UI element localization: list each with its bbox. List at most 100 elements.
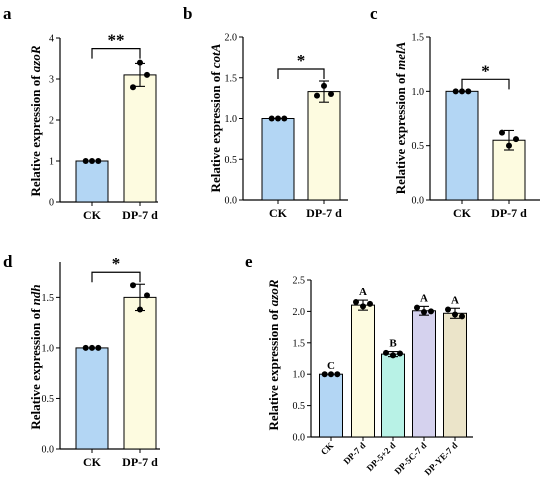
y-tick-label-e: 2.0: [293, 307, 306, 318]
y-tick-label-c: 1.5: [412, 33, 425, 44]
data-point-e: [328, 371, 334, 378]
significance-label-c: *: [481, 61, 490, 80]
data-point-b: [314, 92, 320, 99]
y-tick-label-a: 2: [49, 116, 54, 127]
x-tick-label-b: CK: [269, 206, 288, 220]
y-tick-label-c: 1.0: [412, 87, 425, 98]
significance-bracket-a: [91, 48, 141, 59]
chart-panel-b: 0.0 0.5 1.0 1.5 2.0 CK DP-7 d *: [225, 33, 348, 220]
y-axis-title-a: Relative expression of azoR: [28, 45, 43, 196]
chart-panel-a: 0 1 2 3 4 CK DP-7 d **: [49, 31, 158, 222]
data-point-e: [353, 298, 359, 305]
x-tick-label-e: DP-YE-7 d: [422, 440, 459, 477]
bar-b: [307, 91, 341, 201]
y-tick-label-d: 0.5: [42, 394, 55, 405]
y-tick-label-d: 1.0: [42, 343, 55, 354]
chart-panel-d: 0.0 0.5 1.0 1.5 CK DP-7 d *: [42, 254, 160, 469]
data-point-e: [321, 371, 328, 378]
y-axis-title-e: Relative expression of azoR: [266, 279, 281, 430]
y-tick-label-a: 3: [49, 75, 54, 86]
data-point-c: [459, 88, 465, 95]
group-label-e: A: [359, 286, 367, 298]
y-tick-label-a: 0: [49, 198, 54, 209]
significance-bracket-d: [91, 271, 141, 283]
x-tick-label-e: DP-7 d: [341, 440, 367, 466]
y-tick-label-d: 1.5: [42, 293, 55, 304]
data-point-e: [414, 304, 420, 311]
data-point-e: [421, 309, 427, 316]
x-tick-label-b: DP-7 d: [306, 206, 342, 220]
y-tick-label-b: 1.0: [225, 114, 238, 125]
group-label-e: C: [327, 360, 335, 372]
x-tick-label-c: DP-7 d: [491, 206, 527, 220]
y-tick-label-e: 0.5: [293, 401, 306, 412]
data-point-d: [137, 306, 143, 313]
significance-bracket-c: [461, 78, 510, 90]
data-point-c: [452, 88, 459, 95]
x-tick-label-d: CK: [83, 455, 102, 469]
bar-a: [75, 160, 109, 203]
panel-label-a: a: [3, 4, 12, 23]
data-point-b: [281, 115, 288, 122]
y-tick-label-d: 0.0: [42, 445, 55, 456]
group-label-e: B: [389, 338, 397, 350]
bar-d: [123, 296, 157, 450]
panel-label-d: d: [3, 252, 13, 271]
y-tick-label-e: 1.0: [293, 370, 306, 381]
data-point-e: [428, 308, 434, 315]
data-point-e: [367, 300, 373, 307]
panel-label-b: b: [183, 4, 192, 23]
data-point-e: [459, 313, 465, 320]
y-tick-label-c: 0.5: [412, 141, 425, 152]
data-point-d: [95, 344, 102, 351]
y-tick-label-e: 2.5: [293, 276, 306, 287]
y-tick-label-b: 0.5: [225, 155, 238, 166]
x-tick-label-d: DP-7 d: [122, 455, 158, 469]
data-point-d: [130, 282, 136, 289]
bar-b: [261, 118, 295, 201]
data-point-e: [445, 306, 451, 313]
x-tick-label-a: CK: [83, 208, 102, 222]
bar-e: [443, 312, 467, 438]
significance-label-a: **: [108, 31, 125, 50]
significance-label-d: *: [112, 254, 121, 273]
significance-label-b: *: [297, 51, 306, 70]
panel-label-c: c: [370, 4, 378, 23]
bar-a: [123, 74, 157, 203]
data-point-b: [268, 115, 275, 122]
y-axis-title-c: Relative expression of melA: [393, 41, 408, 194]
y-tick-label-b: 0.0: [225, 196, 238, 207]
y-tick-label-e: 1.5: [293, 338, 306, 349]
data-point-b: [275, 115, 281, 122]
data-point-d: [89, 344, 95, 351]
data-point-e: [383, 349, 389, 356]
data-point-a: [144, 71, 150, 78]
data-point-e: [334, 371, 341, 378]
data-point-c: [465, 88, 472, 95]
data-point-a: [89, 158, 95, 164]
data-point-a: [82, 158, 89, 164]
y-tick-label-b: 2.0: [225, 33, 238, 44]
data-point-b: [328, 91, 334, 98]
y-axis-title-d: Relative expression of ndh: [28, 284, 43, 429]
group-label-e: A: [451, 294, 459, 306]
bar-e: [319, 373, 343, 438]
data-point-a: [95, 158, 102, 164]
data-point-b: [321, 82, 327, 89]
x-tick-label-e: CK: [319, 440, 336, 457]
x-tick-label-a: DP-7 d: [122, 208, 158, 222]
data-point-e: [390, 352, 396, 359]
y-axis-title-b: Relative expression of cotA: [208, 43, 223, 192]
y-tick-label-a: 1: [49, 157, 54, 168]
bar-e: [351, 304, 375, 438]
significance-bracket-b: [277, 68, 325, 80]
bar-e: [412, 310, 436, 438]
bar-c: [445, 90, 479, 201]
bar-e: [381, 353, 405, 438]
group-label-e: A: [420, 292, 428, 304]
data-point-d: [144, 292, 150, 299]
data-point-c: [513, 136, 519, 143]
data-point-e: [360, 303, 366, 310]
